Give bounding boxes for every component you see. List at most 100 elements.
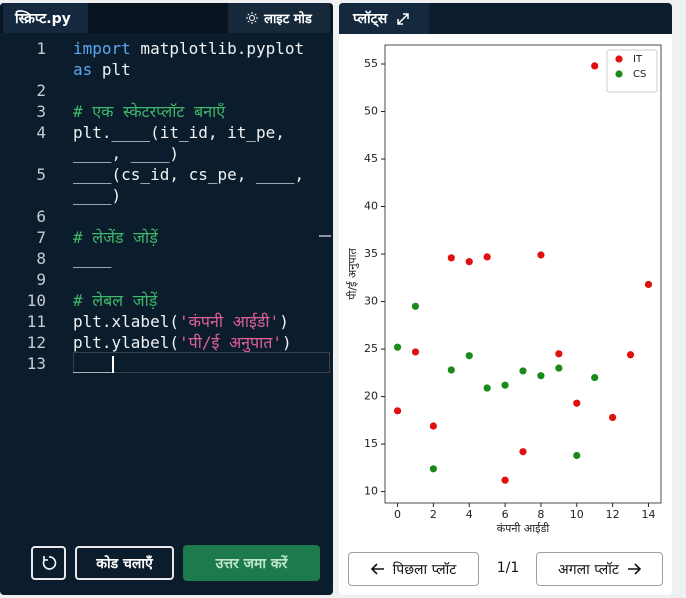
code-token: ____ (73, 249, 112, 268)
point (591, 62, 599, 70)
y-axis-label: पी/ई अनुपात (346, 247, 359, 299)
point (483, 384, 491, 392)
point (555, 350, 563, 358)
line-number: 6 (36, 207, 46, 226)
theme-button[interactable]: लाइट मोड (228, 3, 330, 33)
x-tick-label: 8 (537, 508, 544, 521)
code-text: import matplotlib.pyplot (73, 38, 304, 59)
run-button[interactable]: कोड चलाएँ (75, 546, 174, 580)
prev-label: पिछला प्लॉट (392, 561, 457, 578)
code-text: # एक स्केटरप्लॉट बनाएँ (73, 101, 225, 122)
code-text: ____ (73, 353, 114, 374)
y-tick-label: 50 (364, 105, 378, 118)
submit-button[interactable]: उत्तर जमा करें (183, 545, 320, 581)
code-row: 1 import matplotlib.pyplot (0, 38, 333, 59)
plot-counter: 1/1 (496, 560, 520, 576)
x-tick-label: 4 (466, 508, 473, 521)
point (429, 422, 437, 430)
y-tick-label: 30 (364, 295, 378, 308)
line-number: 3 (36, 102, 46, 121)
y-tick-label: 15 (364, 437, 378, 450)
code-token: plt (92, 60, 131, 79)
legend-box (606, 49, 658, 93)
theme-label: लाइट मोड (264, 12, 312, 27)
code-token: ) (282, 333, 292, 352)
plots-label: प्लॉट्स (353, 11, 388, 27)
point (555, 364, 563, 372)
code-row: 12 plt.ylabel('पी/ई अनुपात') (0, 332, 333, 353)
line-number: 7 (36, 228, 46, 247)
point (626, 351, 635, 359)
prev-button[interactable]: पिछला प्लॉट (348, 552, 479, 586)
code-token: plt.ylabel( (73, 333, 179, 352)
code-row: 5 ____(cs_id, cs_pe, ____, (0, 164, 333, 185)
code-token: 'कंपनी आईडी' (178, 312, 280, 331)
next-button[interactable]: अगला प्लॉट (536, 552, 663, 586)
point (465, 258, 473, 266)
point (501, 476, 509, 484)
code-text: ____) (73, 185, 121, 206)
left-arrow (370, 563, 384, 575)
editor-panel: स्क्रिप्ट.py लाइट मोड 1 import matplotlib… (0, 3, 333, 595)
sun-icon (246, 12, 259, 24)
line-number: 2 (36, 81, 46, 100)
point (519, 448, 527, 456)
code-text: plt.xlabel('कंपनी आईडी') (73, 311, 289, 332)
cursor (111, 356, 114, 373)
code-row: ____) (0, 185, 333, 206)
x-tick-label: 10 (570, 508, 584, 521)
code-text: plt.ylabel('पी/ई अनुपात') (73, 332, 292, 353)
point (573, 399, 581, 407)
point (465, 352, 473, 360)
line-number: 4 (36, 123, 46, 142)
code-token: ____, ____) (73, 144, 179, 163)
point (411, 348, 420, 356)
code-row: 4 plt.____(it_id, it_pe, (0, 122, 333, 143)
code-text: ____(cs_id, cs_pe, ____, (73, 164, 304, 185)
y-tick-label: 20 (364, 390, 378, 403)
line-number: 13 (26, 354, 46, 373)
file-tab[interactable]: स्क्रिप्ट.py (3, 3, 88, 33)
code-token: matplotlib.pyplot (130, 39, 305, 58)
point (537, 251, 545, 259)
code-area[interactable]: 1 import matplotlib.pyplot as plt 2 3 # एक स्… (0, 3, 333, 523)
code-text: plt.____(it_id, it_pe, (73, 122, 285, 143)
code-token: # लेबल जोड़ें (73, 291, 158, 310)
code-token: ____(cs_id, cs_pe, ____, (73, 165, 305, 184)
code-text: # लेबल जोड़ें (73, 290, 157, 311)
y-tick-label: 45 (364, 152, 378, 165)
code-text: as plt (73, 59, 131, 80)
plots-panel: प्लॉट्स 0 2 4 6 8 10 12 14 10 15 20 25 30 35 40 45 50 55 क… (339, 3, 672, 595)
plots-tab[interactable]: प्लॉट्स (339, 3, 429, 34)
code-row: 10 # लेबल जोड़ें (0, 290, 333, 311)
line-number: 1 (36, 39, 46, 58)
scroll-marker (319, 235, 331, 237)
code-row: as plt (0, 59, 333, 80)
code-text: ____ (73, 248, 112, 269)
code-token: as (73, 60, 93, 79)
code-token: ____) (73, 186, 122, 205)
code-row: 13 ____ (0, 352, 333, 374)
code-token: ) (279, 312, 289, 331)
point (609, 413, 617, 422)
point (519, 367, 527, 375)
line-number: 8 (36, 249, 46, 268)
code-token: 'पी/ई अनुपात' (178, 333, 283, 352)
reset-icon (42, 556, 56, 570)
legend-label: IT (633, 54, 643, 65)
point (537, 372, 545, 380)
code-row: 11 plt.xlabel('कंपनी आईडी') (0, 311, 333, 332)
code-text: # लेजेंड जोड़ें (73, 227, 158, 248)
line-number: 12 (26, 333, 46, 352)
reset-button[interactable] (31, 546, 66, 580)
code-row: 7 # लेजेंड जोड़ें (0, 227, 333, 248)
code-row: 9 (0, 269, 333, 290)
point (411, 302, 420, 310)
current-line (73, 352, 330, 373)
legend-marker (615, 55, 623, 63)
y-tick-label: 10 (364, 485, 378, 498)
point (447, 366, 455, 374)
code-token: plt.____(it_id, it_pe, (73, 123, 285, 142)
